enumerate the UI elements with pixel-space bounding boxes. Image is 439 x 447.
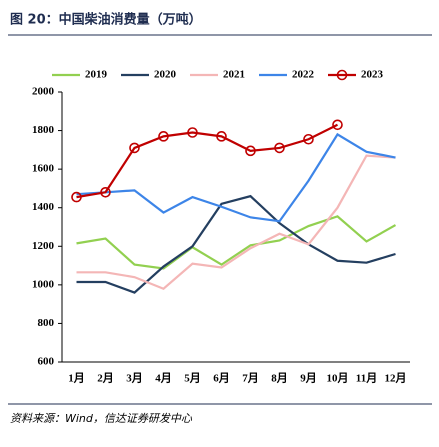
y-tick-label: 1200 bbox=[32, 240, 55, 252]
x-tick-label: 12月 bbox=[385, 372, 407, 385]
point-marker bbox=[71, 191, 82, 203]
point-marker bbox=[332, 119, 343, 131]
y-tick-label: 1400 bbox=[32, 201, 55, 213]
point-marker bbox=[187, 127, 198, 138]
point-marker bbox=[303, 133, 314, 145]
x-tick-label: 10月 bbox=[327, 372, 349, 385]
point-marker bbox=[100, 186, 111, 198]
legend-label: 2022 bbox=[292, 69, 315, 81]
source: 资料来源：Wind，信达证券研发中心 bbox=[10, 412, 193, 425]
series-line bbox=[76, 132, 396, 223]
y-tick-label: 1800 bbox=[32, 124, 55, 136]
series-line bbox=[76, 123, 338, 199]
legend-label: 2023 bbox=[361, 69, 384, 81]
y-tick-label: 2000 bbox=[32, 86, 55, 98]
x-tick-label: 7月 bbox=[242, 372, 259, 385]
legend-label: 2019 bbox=[85, 69, 108, 81]
x-tick-label: 3月 bbox=[126, 372, 143, 385]
point-marker bbox=[274, 142, 285, 154]
series-line bbox=[76, 154, 396, 290]
point-marker bbox=[245, 145, 256, 157]
series-line bbox=[76, 215, 397, 270]
legend-marker bbox=[336, 69, 348, 81]
legend-label: 2020 bbox=[154, 69, 177, 81]
x-tick-label: 4月 bbox=[155, 372, 172, 385]
x-tick-label: 2月 bbox=[97, 372, 114, 385]
x-tick-label: 9月 bbox=[300, 372, 317, 385]
x-tick-label: 11月 bbox=[356, 372, 377, 385]
y-tick-label: 800 bbox=[38, 317, 55, 329]
x-tick-label: 1月 bbox=[68, 372, 85, 385]
x-tick-label: 8月 bbox=[271, 372, 288, 385]
x-tick-label: 6月 bbox=[213, 372, 230, 385]
y-tick-label: 1000 bbox=[32, 278, 55, 290]
y-tick-label: 1600 bbox=[32, 163, 55, 175]
x-tick-label: 5月 bbox=[184, 372, 201, 385]
point-marker bbox=[158, 131, 169, 142]
series-line bbox=[76, 194, 396, 294]
point-marker bbox=[216, 131, 227, 142]
legend-label: 2021 bbox=[223, 69, 245, 81]
y-tick-label: 600 bbox=[38, 356, 55, 368]
point-marker bbox=[129, 142, 140, 154]
chart-title: 图 20：中国柴油消费量（万吨） bbox=[10, 12, 202, 28]
